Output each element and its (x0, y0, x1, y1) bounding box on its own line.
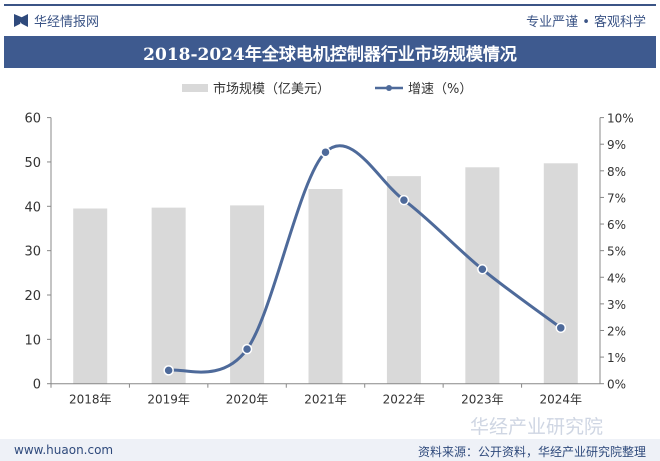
y-right-tick-label: 0% (607, 378, 626, 392)
x-tick-label: 2024年 (540, 393, 583, 407)
y-right-tick-label: 1% (607, 351, 626, 365)
y-right-tick-label: 4% (607, 271, 626, 285)
growth-point-1 (241, 343, 253, 355)
y-right-tick-label: 3% (607, 298, 626, 312)
x-tick-label: 2021年 (304, 393, 347, 407)
y-right-tick-label: 6% (607, 218, 626, 232)
growth-line (168, 144, 562, 374)
bar-1 (151, 207, 186, 384)
x-tick-label: 2019年 (147, 393, 190, 407)
growth-point-4 (477, 264, 488, 275)
y-left-tick-label: 0 (33, 378, 41, 393)
footer: www.huaon.com 资料来源：公开资料，华经产业研究院整理 (0, 439, 660, 461)
growth-point-0 (163, 365, 174, 376)
x-tick-label: 2018年 (69, 393, 112, 407)
growth-point-2 (320, 146, 331, 158)
chart-title: 2018-2024年全球电机控制器行业市场规模情况 (4, 36, 656, 68)
chart: 市场规模（亿美元） 增速（%） 0 10 20 30 40 50 60 0% 1% 2% 3% 4% 5% 6… (24, 81, 634, 438)
y-right-tick-label: 5% (607, 245, 626, 259)
brand-logo-icon (14, 14, 28, 27)
website: www.huaon.com (14, 443, 114, 457)
y-left-tick-label: 30 (24, 245, 41, 260)
slogan: 专业严谨 • 客观科学 (526, 15, 646, 30)
brand-name: 华经情报网 (34, 15, 100, 30)
legend-line-marker (386, 85, 392, 91)
source-note: 资料来源：公开资料，华经产业研究院整理 (417, 445, 646, 459)
growth-point-3 (398, 194, 410, 206)
x-tick-label: 2022年 (383, 393, 426, 407)
y-right-tick-label: 8% (607, 165, 626, 179)
y-right-tick-label: 9% (607, 138, 626, 152)
legend-line-label: 增速（%） (408, 82, 472, 97)
brand: 华经情报网 (14, 11, 99, 30)
bar-2 (230, 205, 265, 384)
bar-6 (543, 163, 578, 384)
y-left-tick-label: 40 (24, 200, 41, 215)
x-tick-label: 2023年 (461, 393, 504, 407)
y-left-tick-label: 20 (24, 289, 41, 304)
bar-0 (73, 208, 108, 384)
y-left-tick-label: 10 (24, 333, 41, 348)
y-left-tick-label: 50 (24, 156, 41, 171)
top-rule (4, 4, 656, 6)
bar-5 (465, 167, 500, 384)
growth-point-5 (555, 322, 567, 334)
legend-bar-label: 市场规模（亿美元） (213, 81, 330, 97)
y-right-tick-label: 10% (607, 112, 634, 126)
x-tick-label: 2020年 (226, 393, 269, 407)
y-right-tick-label: 7% (607, 191, 626, 205)
bar-4 (386, 176, 421, 384)
y-left-tick-label: 60 (24, 112, 41, 127)
legend-bar-swatch (182, 84, 208, 92)
y-right-tick-label: 2% (607, 324, 626, 338)
watermark: 华经产业研究院 (470, 416, 603, 438)
bar-3 (308, 189, 343, 384)
